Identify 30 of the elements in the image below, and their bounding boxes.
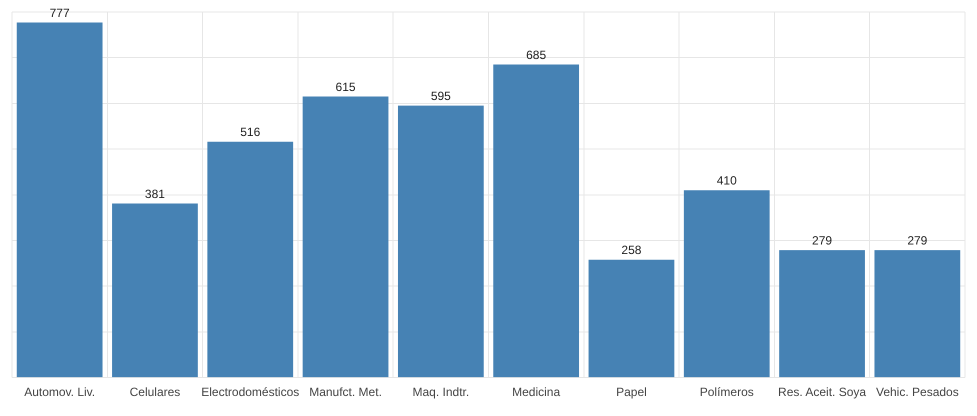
x-tick-label: Manufct. Met.: [309, 385, 382, 400]
bar: [493, 64, 580, 378]
data-label: 279: [812, 233, 832, 248]
data-label: 381: [144, 186, 166, 201]
data-label: 516: [240, 125, 261, 140]
bar: [588, 260, 674, 378]
bar: [112, 203, 198, 378]
data-label: 258: [621, 243, 642, 258]
x-tick-label: Maq. Indtr.: [412, 385, 470, 400]
data-label: 279: [907, 233, 928, 248]
bar: [207, 142, 294, 378]
bar: [874, 250, 960, 378]
x-tick-label: Electrodomésticos: [201, 385, 300, 400]
x-tick-label: Res. Aceit. Soya: [778, 385, 866, 400]
x-tick-label: Polímeros: [700, 385, 754, 400]
data-label: 615: [336, 80, 356, 94]
bar: [684, 190, 770, 378]
x-tick-label: Papel: [616, 385, 647, 400]
x-tick-label: Medicina: [512, 385, 560, 400]
data-label: 595: [430, 88, 452, 103]
bar: [398, 106, 484, 378]
x-tick-label: Celulares: [130, 385, 180, 400]
bar: [16, 22, 103, 378]
data-label: 410: [716, 174, 738, 188]
x-tick-label: Automov. Liv.: [24, 385, 96, 400]
bar: [302, 96, 388, 378]
bar: [779, 250, 865, 378]
data-label: 685: [526, 48, 546, 62]
x-tick-label: Vehic. Pesados: [876, 385, 959, 400]
data-label: 777: [50, 6, 70, 20]
